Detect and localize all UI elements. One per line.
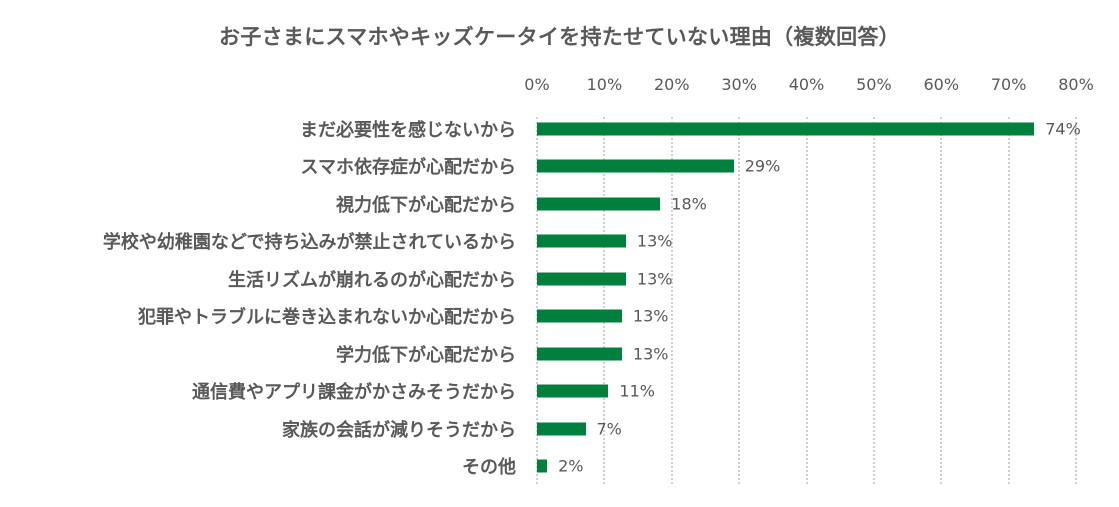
category-label: 家族の会話が減りそうだから [282,419,516,441]
x-tick-label: 70% [990,75,1027,94]
gridline [738,117,741,484]
x-tick-label: 0% [524,75,550,94]
bar [537,122,1035,135]
data-label: 29% [744,156,781,176]
category-label: まだ必要性を感じないから [300,119,516,141]
gridline [872,117,875,484]
gridline [603,117,606,484]
category-label: 生活リズムが崩れるのが心配だから [228,269,516,291]
bar [537,197,661,210]
x-tick-label: 80% [1058,75,1094,94]
gridline [536,117,538,484]
data-label: 18% [671,194,707,213]
x-tick-label: 10% [586,75,623,94]
chart-title: お子さまにスマホやキッズケータイを持たせていない理由（複数回答） [219,25,900,49]
category-label: 学力低下が心配だから [336,344,516,366]
x-tick-label: 60% [923,75,960,94]
x-tick-label: 40% [788,75,825,94]
x-tick-label: 20% [653,75,690,94]
bar [537,347,622,360]
data-label: 13% [632,344,669,363]
bar [537,159,734,173]
category-label: 学校や幼稚園などで持ち込みが禁止されているから [102,232,516,253]
category-label: 通信費やアプリ課金がかさみそうだから [192,382,516,403]
data-label: 74% [1045,119,1081,138]
gridline [1007,117,1010,484]
data-label: 13% [636,231,673,251]
x-tick-label: 30% [721,75,757,94]
gridline [1075,117,1077,484]
bar [537,309,622,323]
bar [537,384,609,398]
data-label: 13% [632,306,669,326]
bar [537,459,548,473]
category-label: 犯罪やトラブルに巻き込まれないか心配だから [138,307,516,328]
data-label: 2% [558,456,584,476]
bar [537,234,626,248]
data-label: 13% [636,269,673,288]
category-label: スマホ依存症が心配だから [300,157,516,178]
gridline [805,117,808,484]
plot-area [536,117,1077,484]
category-label: 視力低下が心配だから [336,194,516,216]
data-label: 7% [596,419,622,438]
x-tick-label: 50% [856,75,892,94]
data-label: 11% [619,381,655,401]
gridline [670,117,673,484]
gridline [940,117,943,484]
bar [537,422,586,435]
category-label: その他 [462,457,516,478]
bar [537,272,626,285]
